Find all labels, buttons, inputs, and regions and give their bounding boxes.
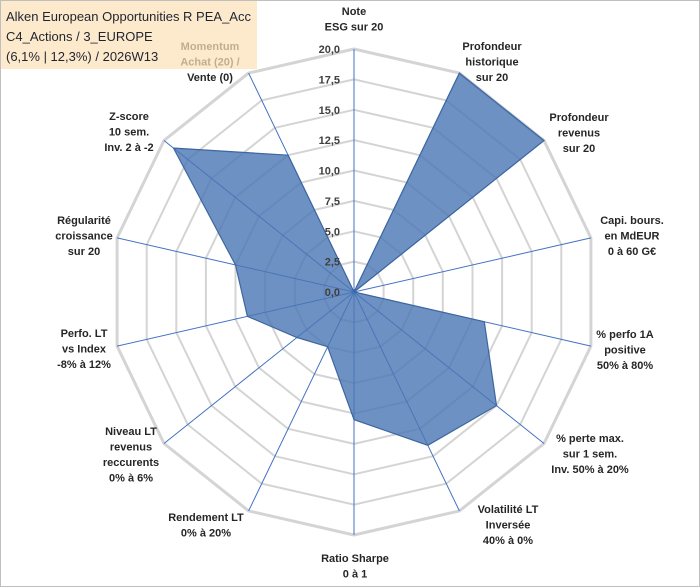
axis-label-line: Inversée xyxy=(486,520,531,532)
series-layer xyxy=(172,72,545,446)
axis-label-line: Vente (0) xyxy=(187,72,233,84)
axis-label-line: ESG sur 20 xyxy=(325,22,384,34)
axis-label-line: sur 1 sem. xyxy=(563,449,617,461)
axis-label-line: 0 à 1 xyxy=(343,569,367,581)
chart-title: Alken European Opportunities R PEA_Acc C… xyxy=(1,1,257,69)
axis-label-line: revenus xyxy=(558,128,600,140)
axis-label: Rendement LT 0% à 20% xyxy=(168,512,244,540)
axis-label-line: en MdEUR xyxy=(605,231,660,243)
axis-label-line: Volatilité LT xyxy=(478,504,539,516)
axis-label-line: Capi. bours. xyxy=(600,215,664,227)
axis-label-line: Profondeur xyxy=(462,41,522,53)
r-tick-label: 10,0 xyxy=(319,166,340,178)
axis-label: % perte max. sur 1 sem. Inv. 50% à 20% xyxy=(551,433,629,476)
axis-spoke xyxy=(353,237,592,293)
r-tick-label: 0,0 xyxy=(325,287,340,299)
axis-label-line: Ratio Sharpe xyxy=(321,553,389,565)
r-tick-label: 12,5 xyxy=(319,135,340,147)
axis-label-line: historique xyxy=(465,57,518,69)
axis-label: Profondeur revenus sur 20 xyxy=(549,112,609,155)
axis-label: Perfo. LT vs Index -8% à 12% xyxy=(57,328,111,371)
series-area xyxy=(172,72,545,446)
axis-label-line: Rendement LT xyxy=(168,512,244,524)
axis-label-line: Note xyxy=(342,6,366,18)
axis-label-line: 0% à 20% xyxy=(181,528,231,540)
axis-label: Capi. bours. en MdEUR 0 à 60 G€ xyxy=(600,215,664,258)
axis-label-line: 10 sem. xyxy=(109,127,149,139)
axis-label-line: reccurents xyxy=(103,457,159,469)
axis-label-line: % perfo 1A xyxy=(596,329,654,341)
axis-label-line: sur 20 xyxy=(563,143,595,155)
axis-label-line: % perte max. xyxy=(556,433,624,445)
axis-label-line: Niveau LT xyxy=(105,426,157,438)
axis-label: Profondeur historique sur 20 xyxy=(462,41,522,84)
chart-title-line-stats: (6,1% | 12,3%) / 2026W13 xyxy=(6,49,159,64)
axis-label-line: Inv. 50% à 20% xyxy=(551,464,629,476)
r-tick-label: 2,5 xyxy=(325,257,340,269)
axis-label: Z-score 10 sem. Inv. 2 à -2 xyxy=(104,111,153,154)
r-tick-label: 7,5 xyxy=(325,196,340,208)
axis-label-line: 0% à 6% xyxy=(109,473,153,485)
axis-label-line: Perfo. LT xyxy=(61,328,108,340)
axis-labels: Note ESG sur 20 Profondeur historique sur 20… xyxy=(55,6,664,581)
axis-label-line: croissance xyxy=(55,231,112,243)
r-tick-labels: 0,0 2,5 5,0 7,5 10,0 12,5 15,0 17,5 20,0 xyxy=(319,44,340,299)
axis-label-line: positive xyxy=(604,345,646,357)
axis-label-line: sur 20 xyxy=(476,72,508,84)
axis-label-line: Z-score xyxy=(109,111,149,123)
axis-label-line: sur 20 xyxy=(68,246,100,258)
axis-label-line: Régularité xyxy=(57,215,111,227)
axis-label-line: Inv. 2 à -2 xyxy=(104,142,153,154)
axis-label-line: -8% à 12% xyxy=(57,359,111,371)
axis-label: Note ESG sur 20 xyxy=(325,6,384,34)
axis-label: Volatilité LT Inversée 40% à 0% xyxy=(478,504,539,547)
axis-label-line: revenus xyxy=(110,442,152,454)
axis-label: % perfo 1A positive 50% à 80% xyxy=(596,329,654,372)
axis-label: Ratio Sharpe 0 à 1 xyxy=(321,553,389,581)
axis-label-line: vs Index xyxy=(62,344,107,356)
r-tick-label: 17,5 xyxy=(319,74,340,86)
axis-label: Niveau LT revenus reccurents 0% à 6% xyxy=(103,426,159,485)
axis-label-line: 0 à 60 G€ xyxy=(608,246,656,258)
r-tick-label: 15,0 xyxy=(319,105,340,117)
axis-label-line: Profondeur xyxy=(549,112,609,124)
chart-title-line-fund: Alken European Opportunities R PEA_Acc xyxy=(6,9,251,24)
chart-title-line-category: C4_Actions / 3_EUROPE xyxy=(6,29,153,44)
axis-label: Régularité croissance sur 20 xyxy=(55,215,112,258)
r-tick-label: 5,0 xyxy=(325,226,340,238)
axis-label-line: 50% à 80% xyxy=(597,360,653,372)
axis-label-line: 40% à 0% xyxy=(483,535,533,547)
r-tick-label: 20,0 xyxy=(319,44,340,56)
